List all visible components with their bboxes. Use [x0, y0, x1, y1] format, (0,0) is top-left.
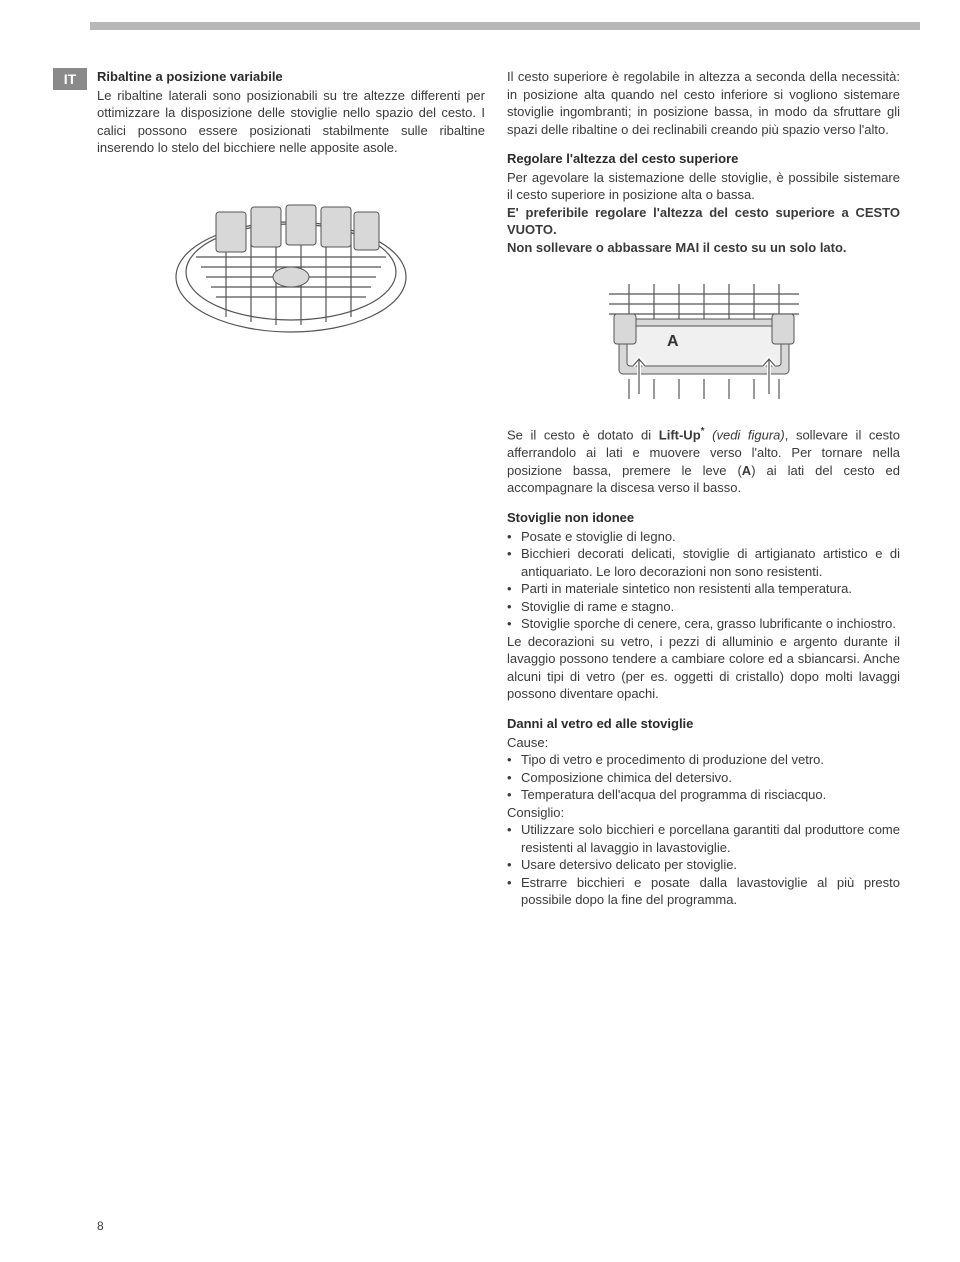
heading-regolare: Regolare l'altezza del cesto superiore [507, 150, 900, 168]
list-item: Parti in materiale sintetico non resiste… [507, 580, 900, 598]
para-liftup: Se il cesto è dotato di Lift-Up* (vedi f… [507, 425, 900, 497]
list-item: Temperatura dell'acqua del programma di … [507, 786, 900, 804]
header-bar [90, 22, 920, 30]
liftup-italic: (vedi figura) [705, 428, 785, 443]
left-column: Ribaltine a posizione variabile Le ribal… [97, 68, 485, 909]
page-number: 8 [97, 1218, 104, 1234]
heading-ribaltine: Ribaltine a posizione variabile [97, 68, 485, 86]
figure-liftup: A [589, 264, 819, 409]
list-item: Stoviglie di rame e stagno. [507, 598, 900, 616]
liftup-A: A [742, 463, 751, 478]
list-item: Stoviglie sporche di cenere, cera, grass… [507, 615, 900, 633]
figure-rack [166, 177, 416, 342]
para-cesto-sup: Il cesto superiore è regolabile in altez… [507, 68, 900, 138]
heading-danni: Danni al vetro ed alle stoviglie [507, 715, 900, 733]
label-cause: Cause: [507, 734, 900, 752]
para-ribaltine: Le ribaltine laterali sono posizionabili… [97, 87, 485, 157]
list-item: Utilizzare solo bicchieri e porcellana g… [507, 821, 900, 856]
para-regolare-1: Per agevolare la sistemazione delle stov… [507, 169, 900, 204]
list-item: Estrarre bicchieri e posate dalla lavast… [507, 874, 900, 909]
list-item: Tipo di vetro e procedimento di produzio… [507, 751, 900, 769]
liftup-pre: Se il cesto è dotato di [507, 428, 659, 443]
label-consiglio: Consiglio: [507, 804, 900, 822]
list-item: Usare detersivo delicato per stoviglie. [507, 856, 900, 874]
list-item: Posate e stoviglie di legno. [507, 528, 900, 546]
list-item: Composizione chimica del detersivo. [507, 769, 900, 787]
list-consiglio: Utilizzare solo bicchieri e porcellana g… [507, 821, 900, 909]
para-regolare-3: Non sollevare o abbassare MAI il cesto s… [507, 239, 900, 257]
page-content: Ribaltine a posizione variabile Le ribal… [97, 68, 900, 909]
heading-nonidonee: Stoviglie non idonee [507, 509, 900, 527]
para-decorazioni: Le decorazioni su vetro, i pezzi di allu… [507, 633, 900, 703]
list-nonidonee: Posate e stoviglie di legno.Bicchieri de… [507, 528, 900, 633]
svg-text:A: A [667, 333, 679, 350]
right-column: Il cesto superiore è regolabile in altez… [507, 68, 900, 909]
list-cause: Tipo di vetro e procedimento di produzio… [507, 751, 900, 804]
list-item: Bicchieri decorati delicati, stoviglie d… [507, 545, 900, 580]
liftup-bold: Lift-Up [659, 428, 701, 443]
para-regolare-2: E' preferibile regolare l'altezza del ce… [507, 204, 900, 239]
language-tag: IT [53, 68, 87, 90]
